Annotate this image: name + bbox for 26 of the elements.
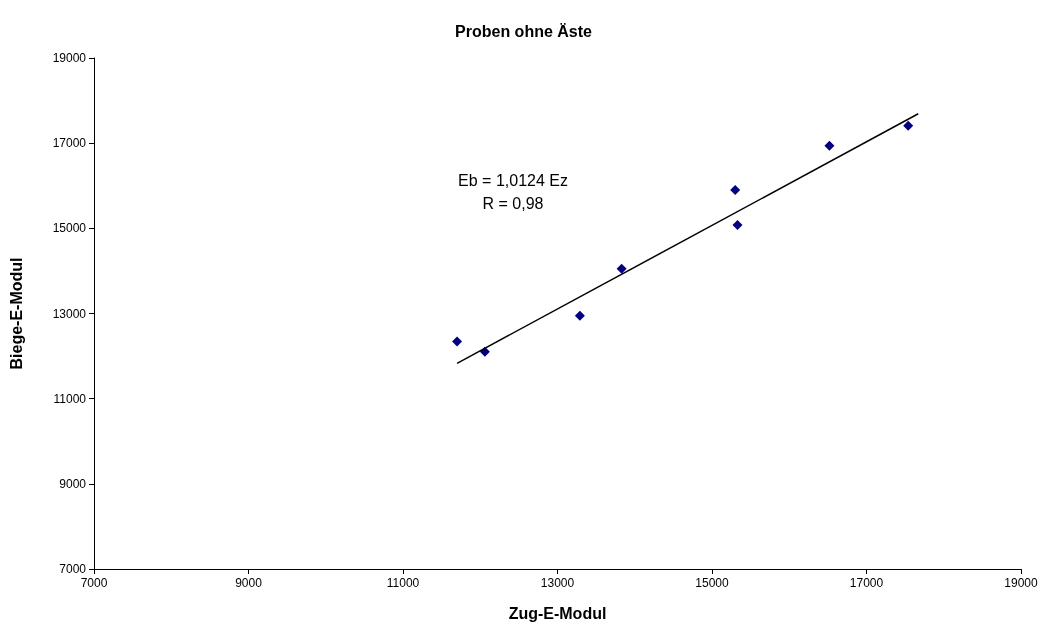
x-tick-label: 19000 [1004, 576, 1039, 590]
point [903, 120, 914, 131]
chart-title: Proben ohne Äste [455, 22, 593, 40]
x-tick-label: 11000 [386, 576, 420, 590]
y-tick-label: 9000 [59, 476, 87, 491]
annotation: Eb = 1,0124 Ez [458, 171, 568, 189]
point [730, 185, 741, 196]
y-tick-label: 17000 [52, 136, 87, 151]
y-axis-title: Biege-E-Modul [7, 257, 25, 370]
y-tick-label: 19000 [52, 51, 87, 65]
y-tick-label: 11000 [53, 391, 87, 406]
point [574, 310, 585, 321]
point [616, 263, 627, 274]
x-axis-title: Zug-E-Modul [508, 604, 607, 622]
point [824, 140, 835, 151]
x-tick-label: 15000 [695, 576, 730, 590]
y-tick-label: 15000 [52, 221, 87, 236]
x-tick-label: 17000 [849, 576, 884, 590]
x-tick-label: 7000 [80, 576, 108, 590]
point [452, 336, 463, 347]
y-tick-label: 7000 [59, 562, 87, 576]
annotation: R = 0,98 [482, 194, 544, 212]
x-tick-label: 13000 [540, 576, 575, 590]
x-tick-label: 9000 [235, 576, 263, 590]
y-tick-label: 13000 [52, 306, 87, 321]
point [732, 219, 743, 230]
